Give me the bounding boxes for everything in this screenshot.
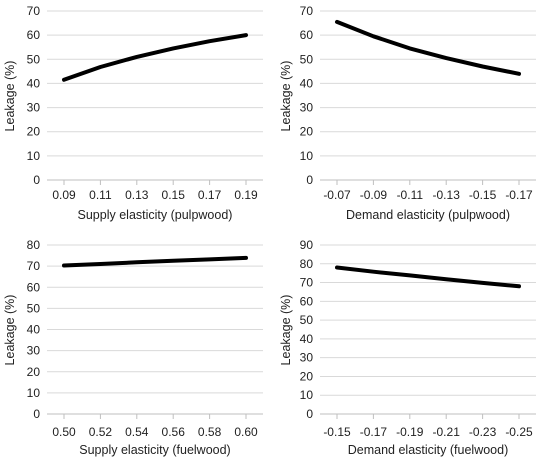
y-tick-label: 0 xyxy=(306,407,313,421)
y-tick-label: 40 xyxy=(300,332,314,346)
x-tick-label: 0.11 xyxy=(89,188,112,202)
y-tick-label: 0 xyxy=(306,173,313,187)
x-axis-title: Demand elasticity (fuelwood) xyxy=(348,443,509,457)
x-tick-label: 0.54 xyxy=(125,425,149,439)
x-tick-label: -0.07 xyxy=(323,188,351,202)
series-line xyxy=(62,255,248,268)
chart-panel-3: 0 10 20 30 40 50 60 70 80 0.50 0.52 0.54 0.56 0.58 0.6… xyxy=(3,238,263,457)
y-tick-label: 50 xyxy=(300,313,314,327)
y-tick-label: 30 xyxy=(300,101,314,115)
y-tick-label: 0 xyxy=(33,173,40,187)
y-tick-label: 50 xyxy=(27,301,41,315)
x-tick-label: 0.17 xyxy=(198,188,222,202)
y-tick-label: 10 xyxy=(300,149,314,163)
y-tick-label: 10 xyxy=(300,388,314,402)
chart-panel-1: 0 10 20 30 40 50 60 70 0.09 0.11 0.13 0.15 0.17 0.19S… xyxy=(3,4,263,222)
y-tick-label: 70 xyxy=(27,259,41,273)
y-tick-label: 30 xyxy=(27,344,41,358)
x-tick-label: 0.60 xyxy=(234,425,258,439)
x-tick-label: -0.13 xyxy=(433,188,461,202)
x-tick-label: 0.09 xyxy=(52,188,76,202)
x-tick-label: 0.19 xyxy=(234,188,258,202)
y-tick-label: 40 xyxy=(27,323,41,337)
x-tick-label: -0.17 xyxy=(360,425,388,439)
x-tick-label: -0.09 xyxy=(360,188,388,202)
y-tick-label: 60 xyxy=(27,28,41,42)
y-tick-label: 20 xyxy=(27,125,41,139)
x-axis-title: Supply elasticity (fuelwood) xyxy=(79,443,230,457)
y-tick-label: 50 xyxy=(300,52,314,66)
x-tick-label: -0.15 xyxy=(469,188,497,202)
y-tick-label: 60 xyxy=(300,28,314,42)
y-axis-title: Leakage (%) xyxy=(279,295,293,366)
y-tick-label: 20 xyxy=(300,125,314,139)
y-tick-label: 20 xyxy=(27,365,41,379)
y-tick-label: 60 xyxy=(27,280,41,294)
x-tick-label: 0.15 xyxy=(162,188,186,202)
x-tick-label: 0.56 xyxy=(162,425,186,439)
y-tick-label: 60 xyxy=(300,294,314,308)
x-tick-label: 0.52 xyxy=(89,425,113,439)
chart-panel-2: 0 10 20 30 40 50 60 70 -0.07 -0.09 -0.11 -0.13 -0.15… xyxy=(279,4,536,222)
y-tick-label: 10 xyxy=(27,149,41,163)
y-tick-label: 70 xyxy=(300,4,314,18)
y-tick-label: 40 xyxy=(27,76,41,90)
series-line xyxy=(335,19,521,76)
y-tick-label: 30 xyxy=(27,101,41,115)
x-tick-label: -0.23 xyxy=(469,425,497,439)
y-tick-label: 70 xyxy=(27,4,41,18)
y-tick-label: 0 xyxy=(33,407,40,421)
y-tick-label: 30 xyxy=(300,351,314,365)
y-tick-label: 70 xyxy=(300,276,314,290)
y-axis-title: Leakage (%) xyxy=(3,295,17,366)
x-tick-label: -0.25 xyxy=(505,425,533,439)
x-tick-label: -0.15 xyxy=(323,425,351,439)
y-tick-label: 80 xyxy=(27,238,41,252)
series-line xyxy=(335,265,521,289)
x-tick-label: -0.21 xyxy=(433,425,461,439)
x-tick-label: 0.13 xyxy=(125,188,149,202)
y-tick-label: 40 xyxy=(300,76,314,90)
x-tick-label: 0.50 xyxy=(52,425,76,439)
x-axis-title: Demand elasticity (pulpwood) xyxy=(346,208,510,222)
y-tick-label: 50 xyxy=(27,52,41,66)
y-tick-label: 90 xyxy=(300,238,314,252)
y-tick-label: 20 xyxy=(300,369,314,383)
y-tick-label: 10 xyxy=(27,386,41,400)
y-axis-title: Leakage (%) xyxy=(279,61,293,132)
y-axis-title: Leakage (%) xyxy=(3,61,17,132)
x-axis-title: Supply elasticity (pulpwood) xyxy=(78,208,233,222)
x-tick-label: -0.17 xyxy=(505,188,533,202)
series-line xyxy=(62,33,248,82)
x-tick-label: -0.11 xyxy=(397,188,424,202)
y-tick-label: 80 xyxy=(300,257,314,271)
x-tick-label: -0.19 xyxy=(396,425,424,439)
x-tick-label: 0.58 xyxy=(198,425,222,439)
